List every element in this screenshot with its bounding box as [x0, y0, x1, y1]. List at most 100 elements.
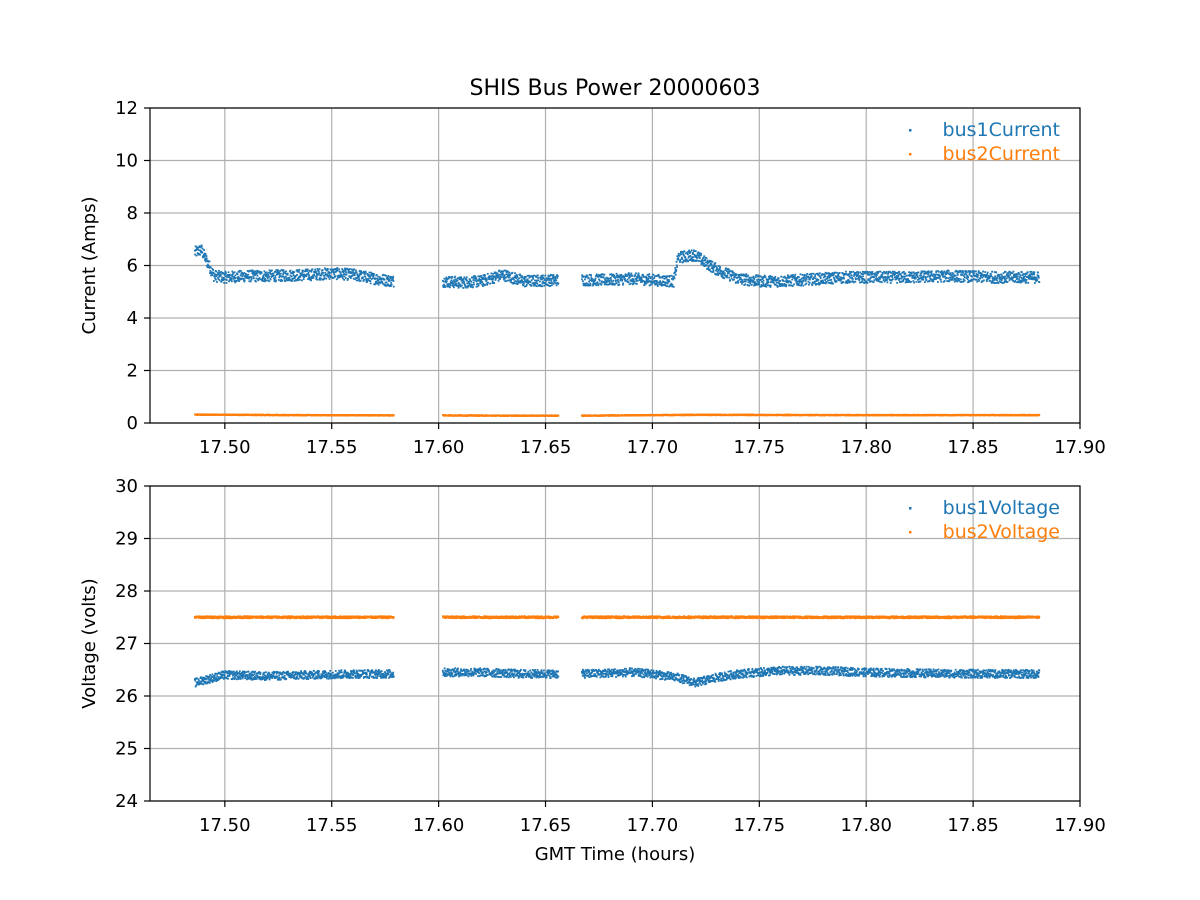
- data-point: [799, 273, 802, 276]
- data-point: [315, 278, 318, 280]
- data-point: [332, 270, 335, 273]
- data-point: [838, 277, 841, 280]
- data-point: [774, 283, 777, 286]
- data-point: [1011, 277, 1014, 280]
- data-point: [511, 282, 514, 284]
- data-point: [1038, 280, 1041, 283]
- data-point: [390, 281, 393, 284]
- data-point: [358, 270, 361, 272]
- data-point: [605, 281, 607, 284]
- data-point: [267, 271, 270, 274]
- data-point: [869, 280, 872, 283]
- data-point: [247, 270, 250, 273]
- data-point: [608, 281, 611, 284]
- data-point: [449, 284, 452, 287]
- data-point: [287, 277, 290, 280]
- data-point: [302, 269, 304, 272]
- data-point: [773, 277, 776, 280]
- data-point: [659, 281, 662, 284]
- data-point: [646, 273, 649, 276]
- data-point: [489, 282, 492, 285]
- data-point: [239, 274, 242, 277]
- data-point: [697, 260, 700, 262]
- data-point: [548, 277, 551, 280]
- data-point: [215, 270, 218, 273]
- data-point: [667, 275, 670, 278]
- data-point: [390, 283, 393, 286]
- data-point: [452, 281, 455, 284]
- data-point: [462, 277, 465, 280]
- data-point: [290, 280, 293, 282]
- data-point: [264, 271, 267, 274]
- data-point: [352, 269, 354, 271]
- data-point: [674, 271, 676, 274]
- data-point: [517, 280, 520, 283]
- data-point: [546, 279, 549, 281]
- data-point: [789, 284, 792, 287]
- data-point: [515, 282, 517, 285]
- data-point: [770, 281, 772, 283]
- data-point: [594, 277, 597, 280]
- data-point: [332, 269, 335, 272]
- data-point: [385, 274, 387, 277]
- data-point: [345, 273, 348, 276]
- data-point: [716, 268, 719, 271]
- series-bus1Current: [193, 244, 1041, 289]
- data-point: [805, 274, 807, 277]
- data-point: [910, 271, 913, 274]
- data-point: [880, 281, 883, 284]
- data-point: [830, 274, 832, 277]
- data-point: [871, 270, 874, 273]
- data-point: [706, 259, 709, 262]
- data-point: [980, 281, 983, 284]
- data-point: [752, 276, 755, 279]
- data-point: [858, 278, 861, 280]
- data-point: [782, 276, 785, 279]
- data-point: [668, 285, 670, 288]
- data-point: [315, 272, 318, 275]
- data-point: [590, 278, 593, 281]
- data-point: [204, 252, 207, 255]
- data-point: [862, 273, 865, 275]
- data-point: [697, 251, 700, 254]
- data-point: [887, 272, 890, 275]
- data-point: [254, 272, 257, 275]
- data-point: [900, 280, 902, 283]
- data-point: [295, 279, 298, 281]
- data-point: [876, 277, 879, 280]
- data-point: [749, 277, 752, 279]
- data-point: [905, 281, 908, 283]
- data-point: [251, 269, 254, 272]
- data-point: [743, 284, 746, 286]
- data-point: [994, 277, 997, 280]
- data-point: [377, 279, 379, 282]
- data-point: [386, 276, 389, 279]
- data-point: [492, 272, 495, 275]
- data-point: [225, 279, 228, 281]
- data-point: [591, 279, 594, 282]
- data-point: [922, 275, 925, 278]
- data-point: [259, 272, 262, 275]
- data-point: [308, 269, 311, 272]
- data-point: [592, 279, 595, 282]
- data-point: [1007, 272, 1010, 274]
- data-point: [442, 284, 445, 287]
- data-point: [670, 282, 673, 285]
- data-point: [549, 274, 552, 277]
- data-point: [694, 250, 697, 253]
- data-point: [464, 286, 467, 289]
- data-point: [285, 270, 287, 273]
- data-point: [889, 275, 892, 277]
- data-point: [868, 278, 871, 281]
- data-point: [289, 279, 292, 282]
- data-point: [281, 275, 284, 278]
- data-point: [272, 272, 275, 275]
- data-point: [628, 283, 631, 286]
- data-point: [1034, 277, 1037, 279]
- data-point: [798, 281, 801, 284]
- data-point: [965, 270, 968, 273]
- data-point: [747, 278, 750, 281]
- data-point: [369, 282, 372, 285]
- data-point: [478, 278, 481, 280]
- data-point: [336, 268, 338, 271]
